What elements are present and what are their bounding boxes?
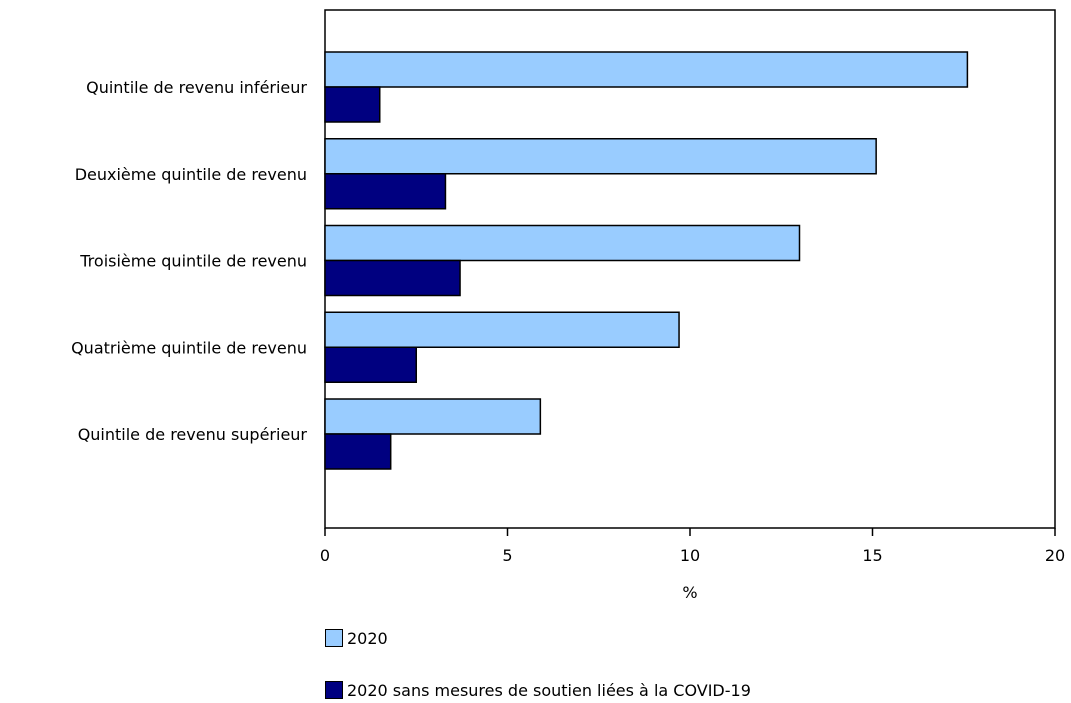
x-tick-label-3: 10 — [680, 546, 700, 565]
x-tick-label-2: 5 — [502, 546, 512, 565]
legend-swatch-series-1 — [325, 629, 343, 647]
bar-series-2-category-4 — [324, 346, 417, 383]
x-tick-label-1: 0 — [320, 546, 330, 565]
bar-series-1-category-2 — [324, 138, 877, 175]
bar-series-2-category-1 — [324, 86, 381, 123]
bar-series-2-category-5 — [324, 433, 392, 470]
legend-label-series-2: 2020 sans mesures de soutien liées à la … — [347, 680, 751, 700]
category-label-2: Deuxième quintile de revenu — [75, 165, 307, 184]
bar-chart: Quintile de revenu inférieur Deuxième qui… — [71, 9, 1065, 602]
bar-series-1-category-5 — [324, 398, 542, 435]
x-tick-label-4: 15 — [862, 546, 882, 565]
bar-series-2-category-2 — [324, 173, 447, 210]
bar-series-1-category-4 — [324, 311, 680, 348]
x-axis-title: % — [682, 583, 697, 602]
legend-swatch-series-2 — [325, 681, 343, 699]
x-tick-label-5: 20 — [1045, 546, 1065, 565]
legend-label-series-1: 2020 — [347, 628, 388, 648]
legend-item-series-1: 2020 — [325, 628, 388, 648]
bar-series-1-category-1 — [324, 51, 969, 88]
category-label-4: Quatrième quintile de revenu — [71, 338, 307, 357]
legend-item-series-2: 2020 sans mesures de soutien liées à la … — [325, 680, 751, 700]
category-label-5: Quintile de revenu supérieur — [78, 425, 308, 444]
category-label-1: Quintile de revenu inférieur — [86, 78, 307, 97]
bar-series-2-category-3 — [324, 259, 461, 297]
bar-series-1-category-3 — [324, 224, 801, 262]
category-label-3: Troisième quintile de revenu — [79, 252, 307, 271]
